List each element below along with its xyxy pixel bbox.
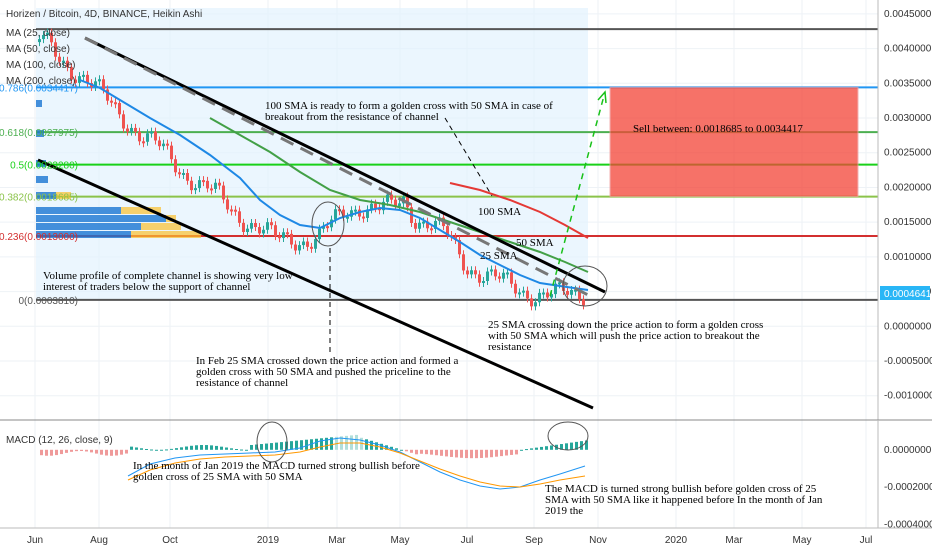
time-tick-1: Aug: [90, 535, 108, 546]
price-tick-11: -0.0010000: [884, 391, 932, 402]
time-tick-6: Jul: [461, 535, 474, 546]
circle-feb: [311, 201, 345, 247]
label-50sma: 50 SMA: [516, 237, 554, 249]
macd-circle-now: [547, 421, 589, 451]
ma-label-100: MA (100, close): [6, 60, 75, 71]
fib-label-3: 0.382(0.0018685): [0, 193, 78, 204]
fib-labels: 0.786(0.0034417) 0.618(0.0027975) 0.5(0.00…: [0, 83, 78, 306]
pointer-1: [444, 117, 493, 197]
svg-text:25 SMA crossing down the price: 25 SMA crossing down the price action to…: [488, 319, 763, 353]
macd-tick-2: -0.0004000: [884, 519, 932, 530]
projection-line: [549, 91, 606, 297]
time-tick-12: Jul: [860, 535, 873, 546]
time-tick-0: Jun: [27, 535, 43, 546]
macd-histogram: [40, 434, 588, 459]
ma-50-line: [209, 117, 589, 273]
fib-label-5: 0(0.0003810): [19, 296, 79, 307]
macd-axis: 0.0000000 -0.0002000 -0.0004000: [884, 445, 932, 530]
channel-lower: [37, 158, 594, 410]
label-100sma: 100 SMA: [478, 206, 521, 218]
volume-profile: [36, 100, 201, 238]
time-tick-3: 2019: [257, 535, 280, 546]
time-axis: Jun Aug Oct 2019 Mar May Jul Sep Nov 2020 Mar May Ju…: [27, 535, 872, 546]
fib-label-2: 0.5(0.0023280): [10, 161, 78, 172]
price-tick-5: 0.0020000: [884, 182, 932, 193]
projection-arrow: [597, 90, 607, 104]
price-tick-7: 0.0010000: [884, 252, 932, 263]
svg-text:Volume profile of complete cha: Volume profile of complete channel is sh…: [43, 270, 293, 293]
svg-text:The MACD is turned strong bull: The MACD is turned strong bullish before…: [545, 483, 823, 517]
fib-label-4: 0.236(0.0013000): [0, 232, 78, 243]
price-axis: 0.0045000 0.0040000 0.0035000 0.0030000 0.00…: [884, 9, 932, 402]
price-tick-3: 0.0030000: [884, 113, 932, 124]
price-tick-0: 0.0045000: [884, 9, 932, 20]
channel-mid: [84, 36, 591, 298]
time-tick-4: Mar: [328, 535, 346, 546]
price-tick-9: 0.0000000: [884, 321, 932, 332]
time-tick-2: Oct: [162, 535, 178, 546]
sell-zone-label: Sell between: 0.0018685 to 0.0034417: [633, 123, 803, 135]
last-price-label: 0.0004641: [884, 289, 932, 300]
price-tick-2: 0.0035000: [884, 78, 932, 89]
ma-25-line: [79, 79, 589, 291]
svg-text:In the month of Jan 2019 the M: In the month of Jan 2019 the MACD turned…: [133, 460, 420, 483]
svg-text:100 SMA is ready to form a gol: 100 SMA is ready to form a golden cross …: [265, 100, 553, 123]
price-tick-10: -0.0005000: [884, 356, 932, 367]
price-candles: [38, 28, 585, 311]
macd-line: [127, 437, 586, 490]
svg-text:In Feb 25 SMA crossed down the: In Feb 25 SMA crossed down the price act…: [196, 355, 459, 389]
price-tick-6: 0.0015000: [884, 217, 932, 228]
annotation-macd-jan: In the month of Jan 2019 the MACD turned…: [133, 460, 420, 483]
time-tick-8: Nov: [589, 535, 607, 546]
annotation-feb: In Feb 25 SMA crossed down the price act…: [196, 355, 459, 389]
macd-label: MACD (12, 26, close, 9): [6, 435, 113, 446]
sell-zone: [609, 86, 859, 198]
time-tick-7: Sep: [525, 535, 543, 546]
signal-line: [127, 442, 586, 488]
ma-label-50: MA (50, close): [6, 44, 70, 55]
time-tick-11: May: [793, 535, 812, 546]
time-tick-5: May: [391, 535, 410, 546]
fib-label-1: 0.618(0.0027975): [0, 128, 78, 139]
chart-title: Horizen / Bitcoin, 4D, BINANCE, Heikin A…: [6, 9, 202, 20]
time-tick-10: Mar: [725, 535, 743, 546]
macd-tick-1: -0.0002000: [884, 482, 932, 493]
annotation-25sma: 25 SMA crossing down the price action to…: [488, 319, 763, 353]
price-tick-1: 0.0040000: [884, 44, 932, 55]
annotation-macd-now: The MACD is turned strong bullish before…: [545, 483, 823, 517]
macd-tick-0: 0.0000000: [884, 445, 932, 456]
label-25sma: 25 SMA: [480, 250, 518, 262]
channel-upper: [84, 36, 606, 294]
time-tick-9: 2020: [665, 535, 688, 546]
ma-label-25: MA (25, close): [6, 28, 70, 39]
macd-circle-jan: [256, 421, 288, 463]
last-price-tag: [880, 286, 930, 300]
fib-label-0: 0.786(0.0034417): [0, 83, 78, 94]
price-tick-4: 0.0025000: [884, 148, 932, 159]
ma-label-200: MA (200, close): [6, 76, 75, 87]
circle-now: [562, 265, 608, 307]
annotation-100sma: 100 SMA is ready to form a golden cross …: [265, 100, 553, 123]
annotation-volume: Volume profile of complete channel is sh…: [43, 270, 293, 293]
